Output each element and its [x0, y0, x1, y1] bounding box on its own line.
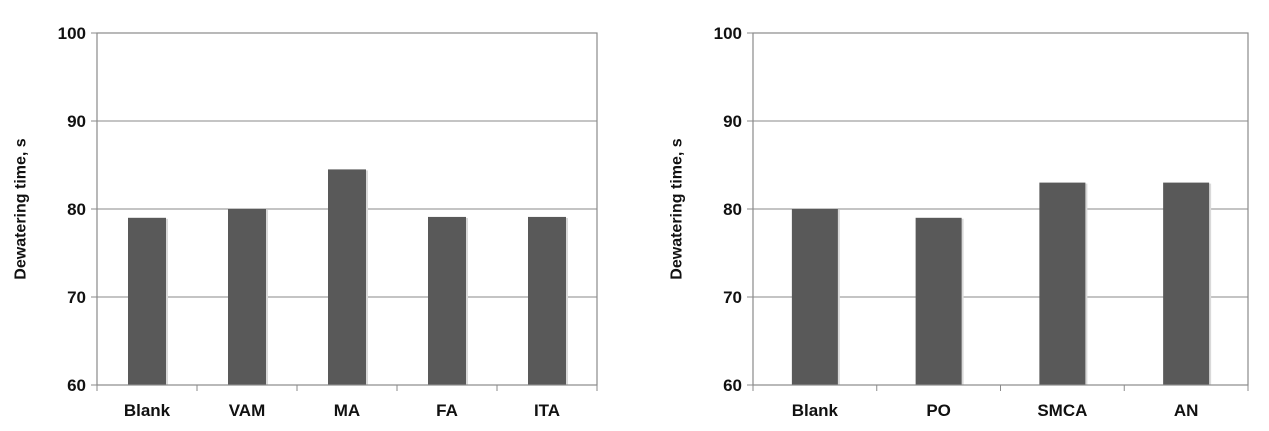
y-tick-labels: 60 70 80 90 100 [714, 24, 742, 395]
y-axis-title: Dewatering time, s [13, 138, 30, 279]
y-tick-label: 80 [67, 200, 86, 219]
x-tick-label: VAM [229, 401, 266, 420]
bars [791, 182, 1212, 385]
y-tick-label: 90 [723, 112, 742, 131]
chart-left: 60 70 80 90 100 Blank VAM MA FA ITA Dewatering t… [13, 24, 598, 420]
x-tick-label: FA [436, 401, 458, 420]
x-tick-label: ITA [534, 401, 560, 420]
x-tick-labels: Blank PO SMCA AN [792, 401, 1199, 420]
x-tick-marks [96, 385, 598, 391]
bar-smca [1039, 182, 1086, 385]
chart-right: 60 70 80 90 100 Blank PO SMCA AN Dewatering tim… [669, 24, 1249, 420]
bar-vam [228, 209, 266, 385]
y-axis-title: Dewatering time, s [669, 138, 686, 279]
x-tick-marks [752, 385, 1249, 391]
y-tick-label: 80 [723, 200, 742, 219]
y-tick-label: 60 [67, 376, 86, 395]
x-tick-labels: Blank VAM MA FA ITA [124, 401, 560, 420]
y-tick-label: 60 [723, 376, 742, 395]
y-tick-labels: 60 70 80 90 100 [58, 24, 86, 395]
y-tick-label: 70 [67, 288, 86, 307]
bar-ita [528, 216, 566, 385]
bars [128, 169, 568, 385]
x-tick-label: SMCA [1037, 401, 1087, 420]
y-tick-label: 100 [58, 24, 86, 43]
y-tick-label: 70 [723, 288, 742, 307]
x-tick-label: Blank [124, 401, 171, 420]
bar-po [915, 217, 962, 385]
x-tick-label: PO [926, 401, 951, 420]
y-tick-label: 100 [714, 24, 742, 43]
x-tick-label: Blank [792, 401, 839, 420]
bar-blank [128, 217, 166, 385]
bar-ma [328, 169, 366, 385]
bar-blank [791, 209, 838, 385]
bar-an [1163, 182, 1210, 385]
x-tick-label: AN [1174, 401, 1199, 420]
x-tick-label: MA [334, 401, 360, 420]
y-tick-label: 90 [67, 112, 86, 131]
bar-fa [428, 216, 466, 385]
plot-area-frame [96, 32, 598, 386]
